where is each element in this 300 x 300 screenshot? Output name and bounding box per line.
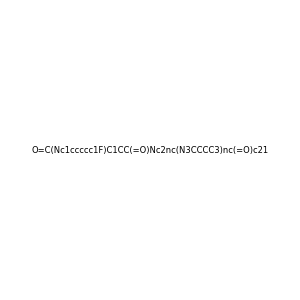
Text: O=C(Nc1ccccc1F)C1CC(=O)Nc2nc(N3CCCC3)nc(=O)c21: O=C(Nc1ccccc1F)C1CC(=O)Nc2nc(N3CCCC3)nc(… xyxy=(32,146,268,154)
